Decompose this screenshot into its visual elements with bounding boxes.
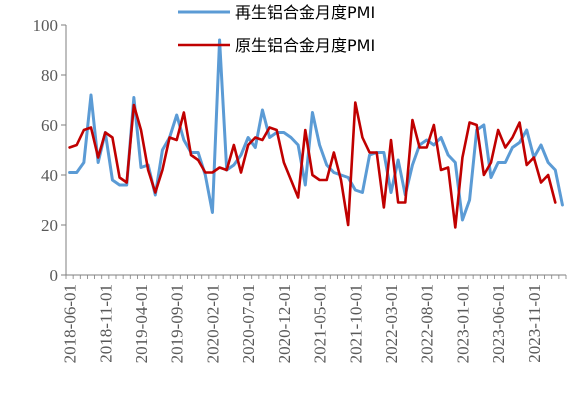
y-tick-label: 100	[33, 16, 59, 35]
x-tick-label: 2019-04-01	[132, 284, 151, 363]
y-tick-label: 60	[41, 116, 58, 135]
x-tick-label: 2020-07-01	[239, 284, 258, 363]
x-tick-label: 2022-03-01	[382, 284, 401, 363]
x-tick-label: 2023-06-01	[489, 284, 508, 363]
x-tick-label: 2018-06-01	[61, 284, 80, 363]
axes: 0 20 40 60 80 100 2018-06-01 2018-11-01 2019-04-…	[33, 16, 567, 363]
legend-label-1: 再生铝合金月度PMI	[235, 3, 375, 22]
series-layer	[68, 38, 564, 229]
x-tick-label: 2023-11-01	[525, 284, 544, 363]
y-tick-label: 80	[41, 66, 58, 85]
y-tick-label: 0	[50, 266, 59, 285]
x-tick-label: 2021-05-01	[311, 284, 330, 363]
series-line-1	[68, 38, 564, 222]
series-line-2	[68, 101, 557, 229]
y-tick-label: 20	[41, 216, 58, 235]
y-tick-label: 40	[41, 166, 58, 185]
legend: 再生铝合金月度PMI 原生铝合金月度PMI	[178, 3, 375, 55]
legend-label-2: 原生铝合金月度PMI	[235, 36, 375, 55]
x-tick-label: 2020-02-01	[203, 284, 222, 363]
x-tick-label: 2020-12-01	[275, 284, 294, 363]
x-tick-label: 2021-10-01	[346, 284, 365, 363]
x-tick-label: 2019-09-01	[168, 284, 187, 363]
x-tick-label: 2023-01-01	[453, 284, 472, 363]
x-tick-label: 2018-11-01	[96, 284, 115, 363]
x-tick-label: 2022-08-01	[418, 284, 437, 363]
